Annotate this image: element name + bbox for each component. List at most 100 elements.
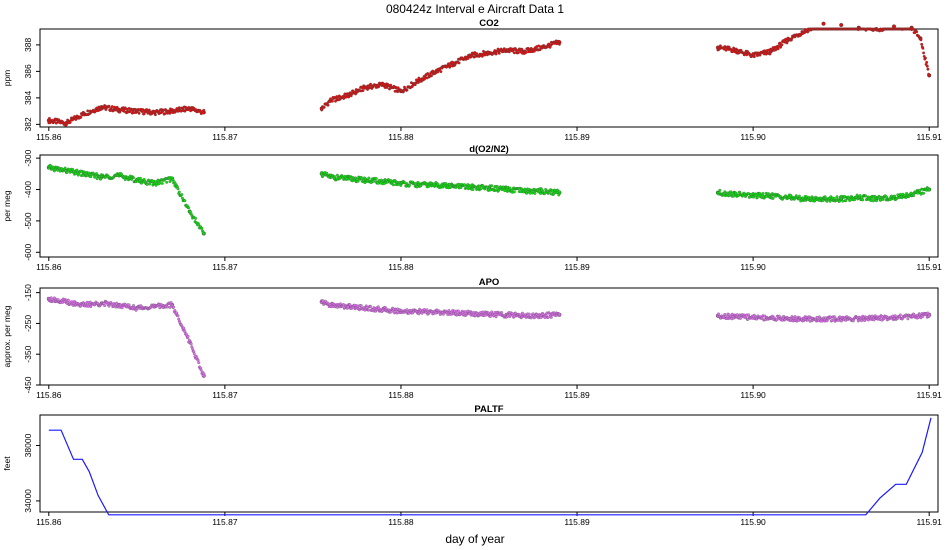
data-point [921, 46, 925, 50]
data-point [354, 176, 358, 180]
data-point [475, 52, 479, 56]
x-tick-label: 115.88 [388, 132, 414, 142]
data-point [408, 183, 411, 187]
y-tick-label: 384 [23, 91, 33, 105]
plot-frame [39, 287, 939, 386]
data-point [778, 41, 782, 45]
data-point [415, 185, 419, 189]
panel-title: PALTF [474, 404, 503, 415]
data-point [463, 183, 467, 187]
data-point [557, 42, 561, 46]
data-point [540, 188, 544, 192]
x-tick-label: 115.86 [36, 517, 62, 527]
data-point [528, 191, 532, 195]
data-point [500, 311, 504, 315]
data-point [439, 70, 443, 74]
data-point [927, 314, 931, 318]
data-point [99, 177, 103, 181]
data-point [926, 67, 930, 71]
x-tick-label: 115.89 [564, 517, 590, 527]
data-point [758, 53, 762, 57]
data-point [893, 194, 897, 198]
data-point [532, 49, 536, 53]
data-point [479, 187, 483, 191]
data-point [405, 308, 409, 312]
data-point [920, 42, 924, 46]
data-point [821, 21, 826, 26]
data-point [107, 304, 111, 308]
data-point [782, 314, 786, 318]
data-point [192, 352, 196, 356]
data-point [777, 314, 781, 318]
x-tick-label: 115.86 [36, 132, 62, 142]
data-point [120, 306, 124, 310]
data-point [457, 309, 460, 313]
data-point [200, 226, 204, 230]
data-point [359, 304, 363, 307]
data-point [86, 109, 90, 113]
data-point [369, 305, 373, 308]
data-point [768, 52, 772, 56]
data-point [516, 51, 520, 55]
plot-frame [39, 28, 939, 128]
x-tick-label: 115.86 [36, 262, 62, 272]
data-point [732, 194, 736, 198]
data-point [922, 51, 926, 55]
data-point [446, 313, 450, 317]
panel-3: PALTF feet 115.86 115.87 115.88 115.89 115.90 1… [2, 404, 942, 527]
data-point [132, 176, 135, 180]
data-point [557, 190, 561, 194]
data-point [797, 194, 801, 198]
data-point [915, 30, 919, 34]
data-point [861, 198, 865, 202]
data-point [906, 317, 910, 321]
data-point [724, 48, 728, 52]
data-point [927, 74, 931, 78]
data-point [925, 60, 929, 64]
data-point [177, 106, 181, 110]
data-point [761, 191, 765, 195]
data-point [405, 88, 409, 92]
data-point [926, 311, 930, 315]
x-tick-label: 115.91 [917, 132, 943, 142]
series-1 [319, 170, 562, 197]
y-tick-label: 382 [23, 117, 33, 131]
data-point [367, 308, 371, 312]
y-tick-label: 388 [23, 38, 33, 52]
panel-title: APO [479, 277, 500, 288]
y-tick-label: -250 [23, 315, 33, 332]
panel-1: d(O2/N2) per meg 115.86 115.87 115.88 115.89 1… [2, 144, 942, 272]
data-point [388, 87, 391, 91]
data-point [374, 177, 378, 180]
data-point [497, 51, 501, 55]
x-tick-label: 115.88 [388, 262, 414, 272]
data-point [187, 338, 191, 342]
data-point [158, 181, 162, 185]
x-tick-label: 115.88 [388, 390, 414, 400]
data-point [130, 178, 134, 181]
data-point [855, 193, 859, 197]
data-point [503, 189, 507, 193]
data-point [110, 105, 114, 109]
data-point [175, 311, 179, 315]
data-point [66, 298, 70, 302]
data-point [107, 104, 111, 108]
data-point [202, 232, 206, 235]
data-point [718, 188, 722, 192]
data-point [73, 299, 76, 303]
data-point [103, 304, 107, 308]
x-tick-label: 115.89 [564, 262, 590, 272]
data-point [752, 55, 756, 59]
x-tick-label: 115.87 [212, 132, 238, 142]
data-point [771, 196, 775, 200]
data-point [512, 315, 516, 319]
data-point [196, 358, 200, 362]
data-point [925, 64, 929, 68]
data-point [330, 99, 334, 103]
series-0 [46, 296, 206, 378]
data-point [391, 183, 395, 187]
data-point [864, 194, 868, 198]
data-point [202, 108, 206, 112]
data-point [361, 89, 365, 92]
